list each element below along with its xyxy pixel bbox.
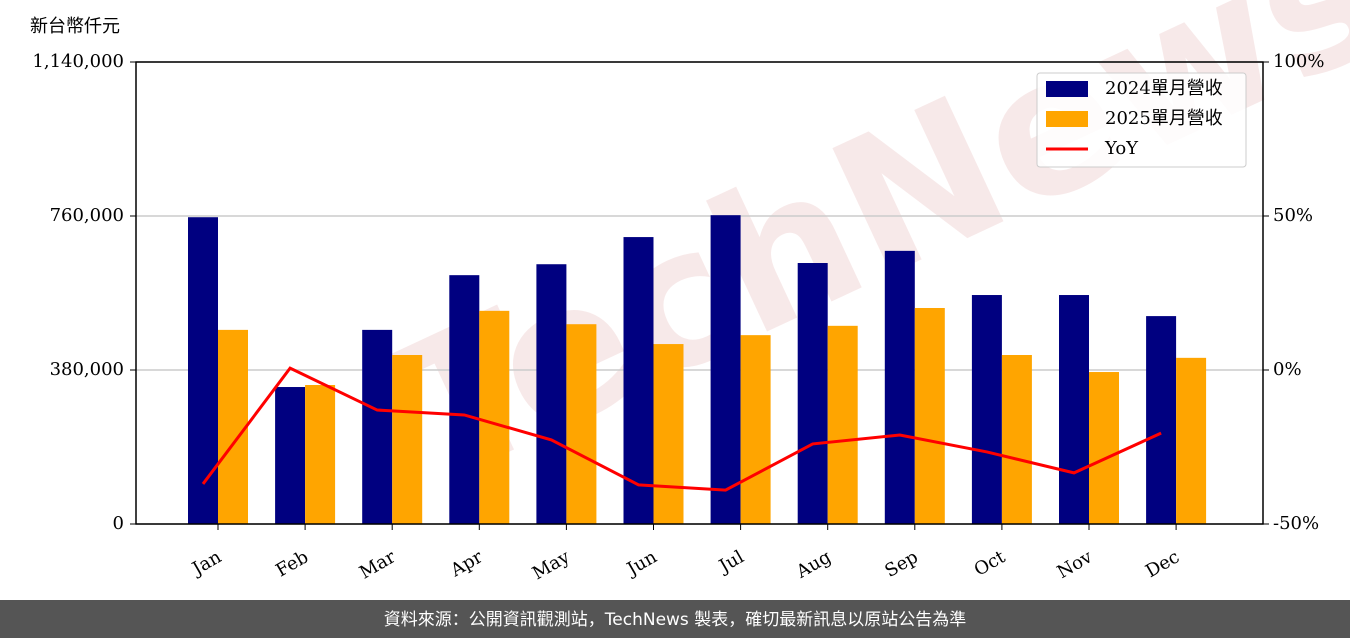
bar xyxy=(623,237,654,525)
x-tick-label: Nov xyxy=(1054,546,1097,583)
bar xyxy=(536,264,567,524)
bar xyxy=(827,325,858,524)
legend-swatch xyxy=(1046,111,1088,127)
bar xyxy=(653,344,684,524)
legend-swatch xyxy=(1046,81,1088,97)
x-tick-label: Apr xyxy=(446,546,486,581)
bar xyxy=(392,355,423,524)
y2-tick-label: 50% xyxy=(1273,205,1313,226)
bar xyxy=(218,329,248,524)
x-tick-label: Dec xyxy=(1142,546,1183,582)
y-tick-label: 760,000 xyxy=(50,205,124,226)
x-tick-label: Aug xyxy=(792,546,835,583)
y-tick-label: 0 xyxy=(113,513,124,534)
legend-label: 2025單月營收 xyxy=(1105,108,1223,129)
legend-label: 2024單月營收 xyxy=(1105,78,1223,99)
footer-bar xyxy=(0,600,1350,638)
y-tick-label: 380,000 xyxy=(50,359,124,380)
x-tick-label: Oct xyxy=(971,546,1010,581)
bar xyxy=(710,215,741,525)
x-tick-label: Jul xyxy=(714,546,748,578)
y2-tick-label: -50% xyxy=(1273,513,1319,534)
bar xyxy=(884,250,915,524)
legend-label: YoY xyxy=(1104,138,1139,159)
footer: 資料來源：公開資訊觀測站，TechNews 製表，確切最新訊息以原站公告為準 xyxy=(384,610,966,630)
y-tick-label: 1,140,000 xyxy=(32,51,124,72)
bar xyxy=(566,324,597,524)
x-tick-label: Jan xyxy=(187,546,225,580)
y-axis-label: 新台幣仟元 xyxy=(30,16,120,37)
bar xyxy=(740,335,771,524)
bar xyxy=(1089,372,1119,524)
y2-tick-label: 100% xyxy=(1273,51,1324,72)
bar xyxy=(1059,295,1089,524)
x-tick-label: Feb xyxy=(272,546,312,581)
bar xyxy=(971,295,1002,524)
bar xyxy=(188,217,218,524)
bar xyxy=(914,307,945,524)
x-tick-label: Sep xyxy=(881,546,921,581)
line xyxy=(201,366,1162,492)
bar xyxy=(1146,316,1177,524)
bar xyxy=(797,263,828,524)
bar xyxy=(362,329,393,524)
bar xyxy=(305,384,336,524)
bar xyxy=(479,310,510,524)
y2-tick-label: 0% xyxy=(1273,359,1302,380)
x-tick-label: May xyxy=(529,546,574,584)
plot-frame xyxy=(135,61,1264,525)
bar xyxy=(1176,357,1207,524)
legend-box xyxy=(1036,72,1247,168)
bar xyxy=(449,275,480,524)
bar xyxy=(1001,355,1032,524)
x-tick-label: Jun xyxy=(622,546,661,581)
x-tick-label: Mar xyxy=(356,546,400,583)
bar xyxy=(275,387,306,524)
